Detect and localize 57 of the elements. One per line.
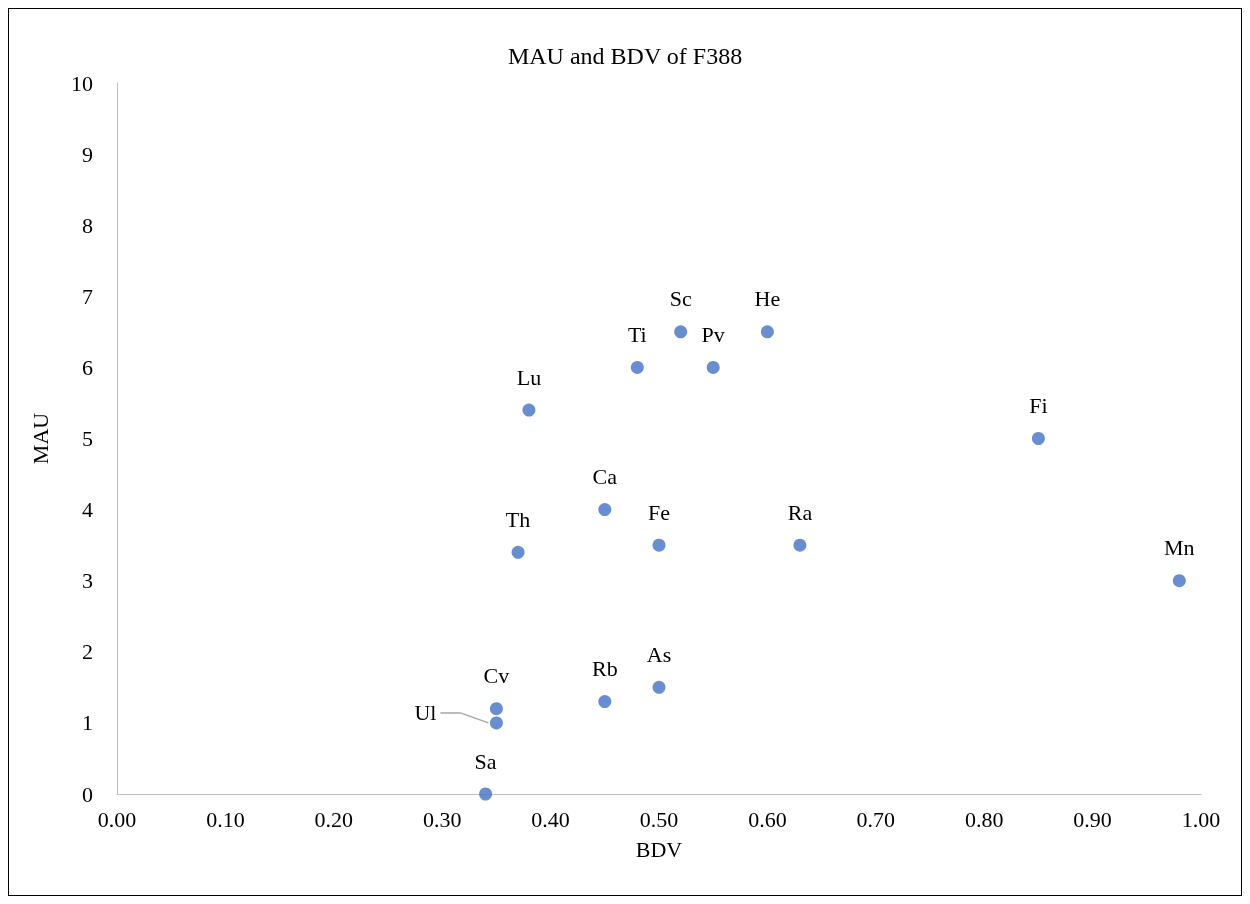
x-tick-label: 0.30: [422, 806, 462, 832]
point: [489, 716, 503, 730]
y-tick-label: 6: [82, 354, 93, 380]
annotation: Lu: [516, 364, 542, 390]
y-tick-label: 2: [82, 639, 93, 665]
point: [598, 695, 612, 709]
point: [1031, 432, 1045, 445]
y-tick-label: 4: [82, 497, 93, 523]
point: [652, 680, 666, 694]
annotation: Rb: [591, 656, 618, 682]
x-tick-label: 0.70: [856, 806, 896, 832]
x-tick-label: 0.20: [314, 806, 354, 832]
x-tick-label: 0.40: [531, 806, 570, 832]
point: [511, 545, 525, 559]
point: [652, 538, 666, 552]
annotation: Mn: [1164, 535, 1195, 561]
y-tick-label: 10: [71, 70, 93, 96]
point: [630, 360, 644, 374]
annotation: Sa: [474, 748, 497, 774]
annotation: As: [646, 641, 672, 667]
annotation: Ti: [627, 321, 647, 347]
annotation: Fi: [1029, 393, 1048, 418]
point: [706, 360, 720, 374]
point: [1172, 574, 1186, 588]
point: [522, 403, 536, 417]
x-tick-label: 0.80: [964, 806, 1004, 832]
x-tick-label: 0.60: [748, 806, 787, 832]
y-tick-label: 3: [82, 568, 93, 594]
annotation: Fe: [648, 499, 670, 525]
annotation: Pv: [701, 321, 725, 347]
y-axis-title: MAU: [27, 412, 53, 465]
x-tick-label: 0.00: [97, 806, 137, 832]
y-tick-label: 0: [82, 781, 93, 807]
annotation: He: [754, 286, 781, 312]
point: [760, 325, 774, 339]
point: [674, 325, 688, 339]
x-tick-label: 0.50: [639, 806, 679, 832]
point: [793, 538, 807, 552]
point: [479, 787, 493, 801]
y-tick-label: 1: [82, 710, 93, 736]
point: [598, 503, 612, 517]
y-tick-label: 9: [82, 141, 93, 167]
annotation: Ul: [414, 700, 437, 726]
y-tick-label: 5: [82, 426, 93, 451]
point: [489, 702, 503, 716]
x-tick-label: 0.90: [1073, 806, 1112, 832]
x-axis-title: BDV: [635, 836, 683, 862]
annotation: Ca: [592, 464, 618, 490]
y-tick-label: 8: [82, 212, 93, 238]
y-tick-label: 7: [82, 283, 93, 309]
annotation: Ra: [787, 499, 813, 525]
x-tick-label: 1.00: [1181, 806, 1221, 832]
chart-title: MAU and BDV of F388: [507, 43, 743, 69]
annotation: Cv: [483, 663, 510, 689]
annotation: Th: [505, 506, 531, 532]
annotation: Sc: [669, 286, 692, 312]
x-tick-label: 0.10: [206, 806, 245, 832]
